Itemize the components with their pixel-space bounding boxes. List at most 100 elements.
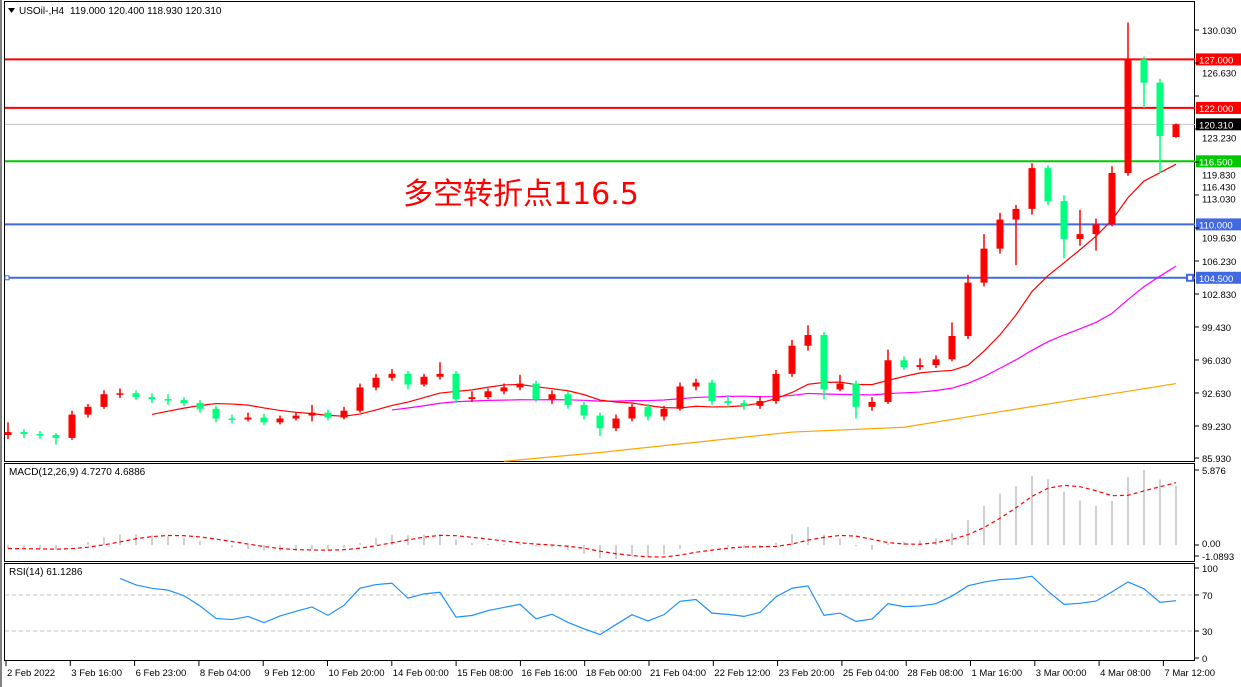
candle-bullish <box>788 339 796 377</box>
time-tick-label: 1 Mar 16:00 <box>972 668 1023 679</box>
level-price-tag <box>1196 118 1241 131</box>
candle-body <box>916 365 924 368</box>
triangle-down-icon[interactable] <box>8 8 15 13</box>
ma-slow-line <box>503 382 1177 462</box>
candle-bullish <box>116 388 124 399</box>
candle-body <box>228 418 236 420</box>
rsi-line <box>119 575 1177 636</box>
candle-bullish <box>420 373 428 387</box>
candle-bearish <box>724 395 732 407</box>
level-price-label: 122.000 <box>1199 104 1233 115</box>
candle-bullish <box>676 382 684 411</box>
main-price-panel[interactable] <box>4 1 1195 462</box>
candle-body <box>340 410 348 418</box>
candle-bearish <box>1140 56 1148 108</box>
candle-bullish <box>692 378 700 391</box>
price-tick-label: 123.230 <box>1202 133 1236 144</box>
candle-bearish <box>132 390 140 401</box>
candle-body <box>1172 124 1180 138</box>
candle-bullish <box>500 383 508 395</box>
level-price-tag <box>1196 271 1241 284</box>
level-price-label: 127.000 <box>1199 55 1233 66</box>
candle-bearish <box>740 400 748 410</box>
candle-body <box>964 282 972 337</box>
time-tick-label: 22 Feb 12:00 <box>714 668 770 679</box>
candle-bearish <box>404 370 412 390</box>
level-price-label: 110.000 <box>1199 220 1233 231</box>
pivot-annotation: 多空转折点116.5 <box>403 177 639 212</box>
candle-body <box>100 394 108 407</box>
symbol-timeframe: USOil-,H4 <box>19 6 64 17</box>
candle-bullish <box>980 234 988 287</box>
candle-body <box>404 373 412 385</box>
level-price-tag <box>1196 53 1241 66</box>
candle-body <box>68 414 76 438</box>
candle-body <box>468 397 476 400</box>
candle-body <box>116 393 124 395</box>
candle-bullish <box>884 349 892 404</box>
candle-body <box>788 345 796 374</box>
candle-bullish <box>484 388 492 400</box>
candle-body <box>804 335 812 346</box>
candle-bearish <box>532 380 540 403</box>
candle-bullish <box>84 403 92 418</box>
rsi-tick-label: 100 <box>1202 564 1218 575</box>
rsi-tick-label: 30 <box>1202 627 1213 638</box>
candle-bearish <box>708 379 716 405</box>
candle-body <box>820 335 828 390</box>
candle-body <box>1140 59 1148 83</box>
rsi-label: RSI(14) 61.1286 <box>9 567 83 578</box>
price-tick-label: 113.030 <box>1202 194 1236 205</box>
candle-body <box>36 434 44 436</box>
candle-bullish <box>1028 163 1036 215</box>
candle-bearish <box>452 370 460 403</box>
candle-bullish <box>916 358 924 370</box>
ohlc-readout: 119.000 120.400 118.930 120.310 <box>70 6 222 17</box>
candle-body <box>868 402 876 407</box>
candle-body <box>20 432 28 435</box>
price-tick-label: 116.430 <box>1202 182 1236 193</box>
level-price-label: 116.500 <box>1199 157 1233 168</box>
candle-body <box>148 397 156 400</box>
candle-body <box>580 404 588 416</box>
candle-bullish <box>68 410 76 440</box>
candle-body <box>84 406 92 415</box>
candle-bullish <box>660 405 668 421</box>
price-tick-label: 130.030 <box>1202 26 1236 37</box>
candle-bullish <box>436 362 444 380</box>
candle-body <box>1108 172 1116 225</box>
candle-bearish <box>196 400 204 413</box>
rsi-panel[interactable] <box>4 563 1195 661</box>
candle-bearish <box>852 380 860 419</box>
macd-signal-line <box>7 482 1177 558</box>
candle-bearish <box>212 405 220 423</box>
price-tick-label: 99.430 <box>1202 323 1231 334</box>
candle-bullish <box>4 422 12 439</box>
time-tick-label: 3 Mar 00:00 <box>1036 668 1087 679</box>
price-tick-label: 119.830 <box>1202 170 1236 181</box>
candle-body <box>884 360 892 403</box>
candle-bullish <box>276 415 284 425</box>
level-price-label: 104.500 <box>1199 274 1233 285</box>
time-tick-label: 21 Feb 04:00 <box>650 668 706 679</box>
candle-body <box>1028 168 1036 209</box>
time-tick-label: 2 Feb 2022 <box>7 668 55 679</box>
time-tick-label: 28 Feb 08:00 <box>907 668 963 679</box>
candle-bullish <box>996 212 1004 254</box>
candle-body <box>388 373 396 378</box>
candle-body <box>516 383 524 388</box>
candle-body <box>132 393 140 398</box>
price-tick-label: 102.830 <box>1202 290 1236 301</box>
price-tick-label: 92.630 <box>1202 389 1231 400</box>
candle-body <box>196 402 204 409</box>
candle-bullish <box>772 369 780 404</box>
candle-body <box>1156 82 1164 137</box>
candle-bullish <box>1092 218 1100 251</box>
candle-body <box>1044 168 1052 202</box>
macd-panel[interactable] <box>4 463 1195 562</box>
candle-body <box>1124 59 1132 173</box>
price-tick-label: 85.930 <box>1202 454 1231 465</box>
candle-bullish <box>1172 123 1180 138</box>
candle-body <box>692 382 700 387</box>
